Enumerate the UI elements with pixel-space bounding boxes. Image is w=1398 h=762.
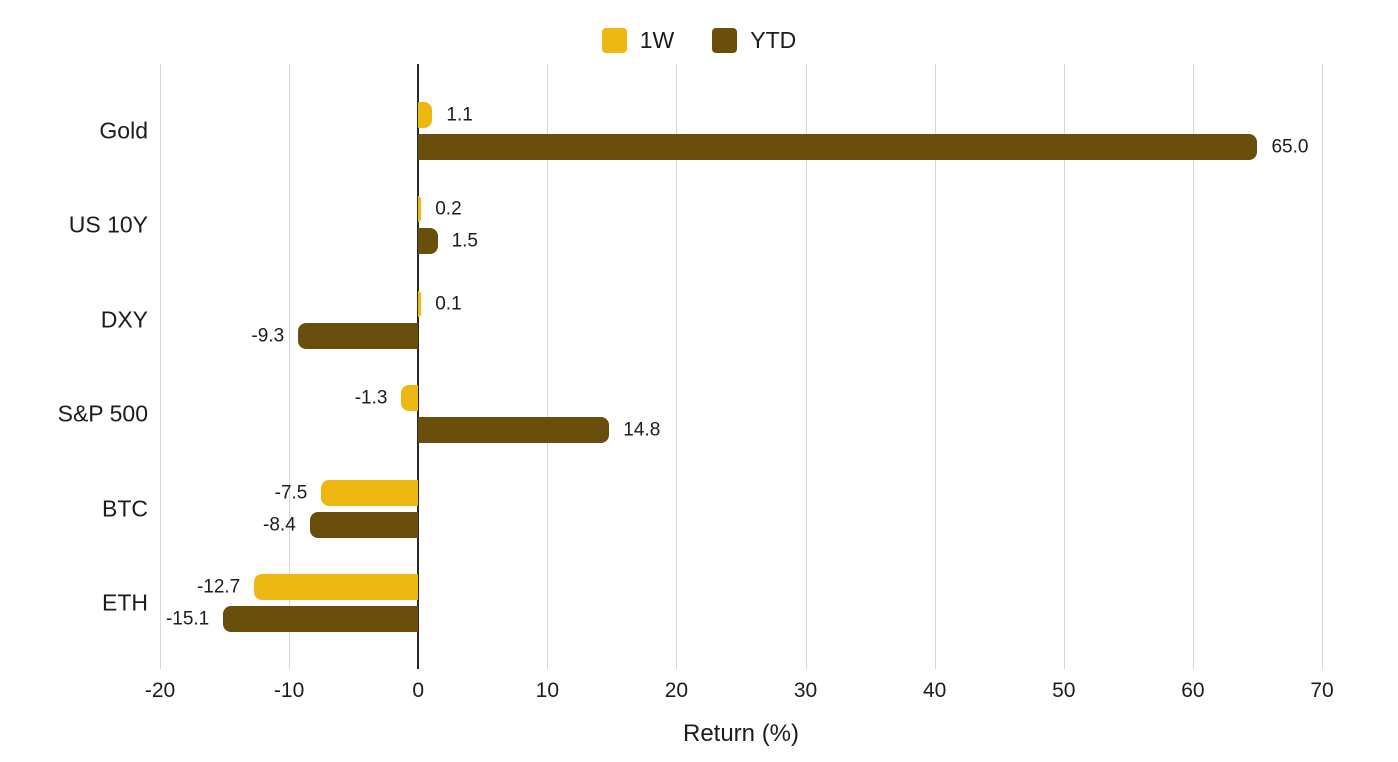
x-tick-label: 60 [1181, 679, 1205, 702]
x-tick-label: 50 [1052, 679, 1076, 702]
bar-1w-btc [321, 479, 419, 506]
x-tick-label: 30 [793, 679, 818, 702]
gridline [547, 64, 549, 661]
category-label-us-10y: US 10Y [68, 211, 148, 238]
x-tick-label: -20 [144, 679, 176, 702]
gridline [1322, 64, 1323, 661]
x-axis-tick [547, 661, 549, 669]
gridline [934, 64, 936, 661]
category-label-btc: BTC [102, 495, 148, 521]
bar-ytd-btc [309, 511, 419, 538]
bar-value-label-ytd-us-10y: 1.5 [451, 230, 478, 252]
x-axis-tick [1192, 661, 1194, 669]
gridline [289, 64, 291, 661]
x-tick-label: 0 [412, 679, 425, 702]
x-axis-tick [1063, 661, 1065, 669]
x-axis-tick [1322, 661, 1323, 669]
legend-swatch-ytd [712, 27, 738, 53]
legend-label-ytd: YTD [750, 26, 797, 53]
bar-ytd-eth [223, 606, 419, 632]
legend-item-ytd: YTD [712, 26, 797, 53]
plot-area [160, 64, 1323, 669]
bar-1w-us-10y [418, 196, 422, 222]
x-tick-label: 20 [664, 679, 689, 702]
chart-legend: 1W YTD [0, 26, 1398, 54]
gridline [676, 64, 678, 661]
gridline [1192, 64, 1194, 661]
x-axis-tick [676, 661, 678, 669]
bar-value-label-1w-btc: -7.5 [274, 482, 308, 503]
bar-value-label-1w-us-10y: 0.2 [435, 198, 462, 220]
gridline [1063, 64, 1065, 661]
bar-value-label-1w-s-p-500: -1.3 [354, 387, 388, 409]
x-axis-tick [417, 661, 420, 669]
x-tick-label: -10 [273, 679, 305, 702]
bar-value-label-ytd-dxy: -9.3 [251, 325, 285, 346]
category-label-gold: Gold [99, 117, 148, 143]
bar-ytd-gold [418, 133, 1258, 160]
bar-value-label-1w-gold: 1.1 [446, 104, 473, 125]
legend-item-1w: 1W [601, 26, 675, 53]
bar-value-label-ytd-s-p-500: 14.8 [623, 419, 661, 441]
category-label-eth: ETH [102, 589, 148, 616]
bar-ytd-s-p-500 [418, 417, 610, 443]
category-label-s-p-500: S&P 500 [57, 400, 148, 427]
bar-ytd-us-10y [418, 228, 438, 254]
x-axis-title: Return (%) [682, 720, 800, 747]
x-axis-tick [289, 661, 291, 669]
bar-value-label-ytd-eth: -15.1 [165, 608, 210, 630]
bar-1w-dxy [418, 290, 422, 317]
bar-1w-s-p-500 [401, 385, 419, 411]
legend-label-1w: 1W [639, 26, 675, 53]
category-label-dxy: DXY [100, 306, 148, 332]
x-axis-tick [160, 661, 161, 669]
bar-value-label-1w-eth: -12.7 [196, 576, 241, 598]
bar-1w-eth [254, 574, 419, 600]
x-tick-label: 70 [1310, 679, 1334, 702]
bar-value-label-ytd-btc: -8.4 [263, 514, 296, 535]
bar-value-label-1w-dxy: 0.1 [435, 293, 462, 314]
bar-1w-gold [418, 101, 433, 128]
x-tick-label: 10 [535, 679, 560, 702]
zero-axis-line [417, 64, 420, 661]
x-tick-label: 40 [922, 679, 947, 702]
bar-ytd-dxy [298, 322, 419, 349]
legend-swatch-1w [601, 27, 627, 53]
gridline [805, 64, 807, 661]
x-axis-tick [805, 661, 807, 669]
gridline [160, 64, 161, 661]
x-axis-tick [934, 661, 936, 669]
bar-value-label-ytd-gold: 65.0 [1271, 136, 1309, 157]
